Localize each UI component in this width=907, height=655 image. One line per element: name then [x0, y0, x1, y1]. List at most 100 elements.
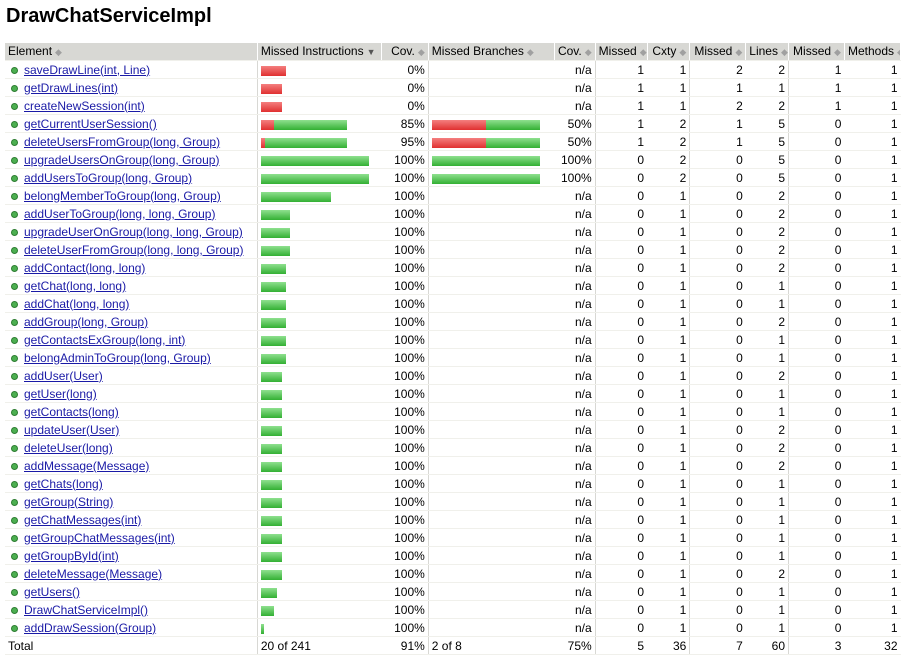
method-link[interactable]: DrawChatServiceImpl(): [24, 602, 149, 617]
element-cell: getGroup(String): [5, 492, 258, 511]
header-missed-methods[interactable]: Missed: [788, 43, 845, 61]
missed-branches-cell: [427, 510, 555, 529]
missed-complexity: 0: [594, 546, 648, 565]
method-link[interactable]: getUsers(): [24, 584, 81, 599]
branches-coverage: n/a: [554, 186, 596, 205]
instructions-coverage: 100%: [381, 222, 429, 241]
covered-segment: [260, 300, 286, 311]
element-cell: getGroupChatMessages(int): [5, 528, 258, 547]
coverage-bar: [260, 298, 286, 311]
missed-segment: [260, 138, 265, 149]
missed-branches-cell: [427, 330, 555, 349]
element-cell: getDrawLines(int): [5, 78, 258, 97]
instructions-coverage: 100%: [381, 294, 429, 313]
method-link[interactable]: deleteMessage(Message): [24, 566, 163, 581]
header-missed-lines[interactable]: Missed: [689, 43, 747, 61]
header-branches-coverage[interactable]: Cov.: [554, 43, 596, 61]
header-methods[interactable]: Methods: [844, 43, 902, 61]
method-link[interactable]: belongAdminToGroup(long, Group): [24, 350, 211, 365]
missed-complexity: 0: [594, 258, 648, 277]
method-link[interactable]: addContact(long, long): [24, 260, 146, 275]
method-link[interactable]: belongMemberToGroup(long, Group): [24, 188, 221, 203]
complexity: 1: [647, 564, 690, 583]
header-instructions-coverage[interactable]: Cov.: [381, 43, 429, 61]
covered-segment: [260, 282, 286, 293]
method-link[interactable]: createNewSession(int): [24, 98, 145, 113]
missed-branches-cell: [427, 546, 555, 565]
method-link[interactable]: addGroup(long, Group): [24, 314, 149, 329]
header-missed-complexity[interactable]: Missed: [595, 43, 648, 61]
missed-instructions-cell: [256, 222, 382, 241]
method-link[interactable]: getGroupById(int): [24, 548, 119, 563]
missed-segment: [260, 102, 282, 113]
covered-segment: [260, 264, 286, 275]
missed-instructions-cell: [256, 330, 382, 349]
method-link[interactable]: saveDrawLine(int, Line): [24, 62, 151, 77]
method-link[interactable]: addUsersToGroup(long, Group): [24, 170, 193, 185]
instructions-coverage: 100%: [381, 330, 429, 349]
branches-coverage: n/a: [554, 492, 596, 511]
covered-segment: [260, 498, 282, 509]
missed-methods: 0: [788, 564, 845, 583]
missed-complexity: 0: [594, 240, 648, 259]
header-complexity[interactable]: Cxty: [647, 43, 691, 61]
lines: 1: [745, 330, 789, 349]
table-row: DrawChatServiceImpl() 100% n/a 0 1 0 1 0 1: [5, 600, 901, 619]
table-row: getUser(long) 100% n/a 0 1 0 1 0 1: [5, 384, 901, 403]
method-link[interactable]: updateUser(User): [24, 422, 120, 437]
element-cell: addMessage(Message): [5, 456, 258, 475]
branches-coverage: n/a: [554, 96, 596, 115]
instructions-coverage: 100%: [381, 546, 429, 565]
missed-branches-cell: [427, 456, 555, 475]
lines: 1: [745, 582, 789, 601]
method-link[interactable]: getChats(long): [24, 476, 103, 491]
missed-complexity: 1: [594, 60, 648, 79]
method-link[interactable]: getContacts(long): [24, 404, 119, 419]
method-link[interactable]: deleteUserFromGroup(long, long, Group): [24, 242, 244, 257]
header-element[interactable]: Element: [5, 43, 258, 61]
method-link[interactable]: addMessage(Message): [24, 458, 150, 473]
method-link[interactable]: getChatMessages(int): [24, 512, 142, 527]
method-link[interactable]: upgradeUserOnGroup(long, long, Group): [24, 224, 243, 239]
covered-segment: [260, 426, 282, 437]
method-link[interactable]: deleteUser(long): [24, 440, 113, 455]
missed-lines: 0: [689, 600, 746, 619]
branches-coverage: n/a: [554, 438, 596, 457]
method-link[interactable]: getCurrentUserSession(): [24, 116, 157, 131]
method-link[interactable]: getDrawLines(int): [24, 80, 119, 95]
missed-methods: 0: [788, 600, 845, 619]
missed-complexity: 0: [594, 438, 648, 457]
covered-segment: [260, 534, 282, 545]
missed-complexity: 1: [594, 78, 648, 97]
method-link[interactable]: getGroupChatMessages(int): [24, 530, 175, 545]
header-lines[interactable]: Lines: [745, 43, 789, 61]
missed-branches-cell: [427, 60, 555, 79]
missed-complexity: 0: [594, 186, 648, 205]
table-row: updateUser(User) 100% n/a 0 1 0 2 0 1: [5, 420, 901, 439]
coverage-bar: [260, 136, 347, 149]
method-link[interactable]: addUser(User): [24, 368, 103, 383]
coverage-bar: [260, 280, 286, 293]
method-link[interactable]: getUser(long): [24, 386, 97, 401]
header-missed-instructions[interactable]: Missed Instructions: [257, 43, 383, 61]
method-link[interactable]: getContactsExGroup(long, int): [24, 332, 186, 347]
complexity: 1: [647, 420, 690, 439]
method-link[interactable]: upgradeUsersOnGroup(long, Group): [24, 152, 220, 167]
coverage-bar: [260, 388, 282, 401]
branches-coverage: n/a: [554, 348, 596, 367]
missed-methods: 0: [788, 384, 845, 403]
complexity: 1: [647, 384, 690, 403]
missed-lines: 0: [689, 186, 746, 205]
method-link[interactable]: addChat(long, long): [24, 296, 130, 311]
missed-methods: 0: [788, 294, 845, 313]
missed-methods: 1: [788, 78, 845, 97]
method-link[interactable]: deleteUsersFromGroup(long, Group): [24, 134, 221, 149]
element-cell: getChat(long, long): [5, 276, 258, 295]
header-missed-branches[interactable]: Missed Branches: [428, 43, 555, 61]
method-link[interactable]: getGroup(String): [24, 494, 114, 509]
branches-coverage: n/a: [554, 456, 596, 475]
instructions-coverage: 100%: [381, 510, 429, 529]
method-link[interactable]: getChat(long, long): [24, 278, 127, 293]
complexity: 1: [647, 258, 690, 277]
method-link[interactable]: addUserToGroup(long, long, Group): [24, 206, 216, 221]
